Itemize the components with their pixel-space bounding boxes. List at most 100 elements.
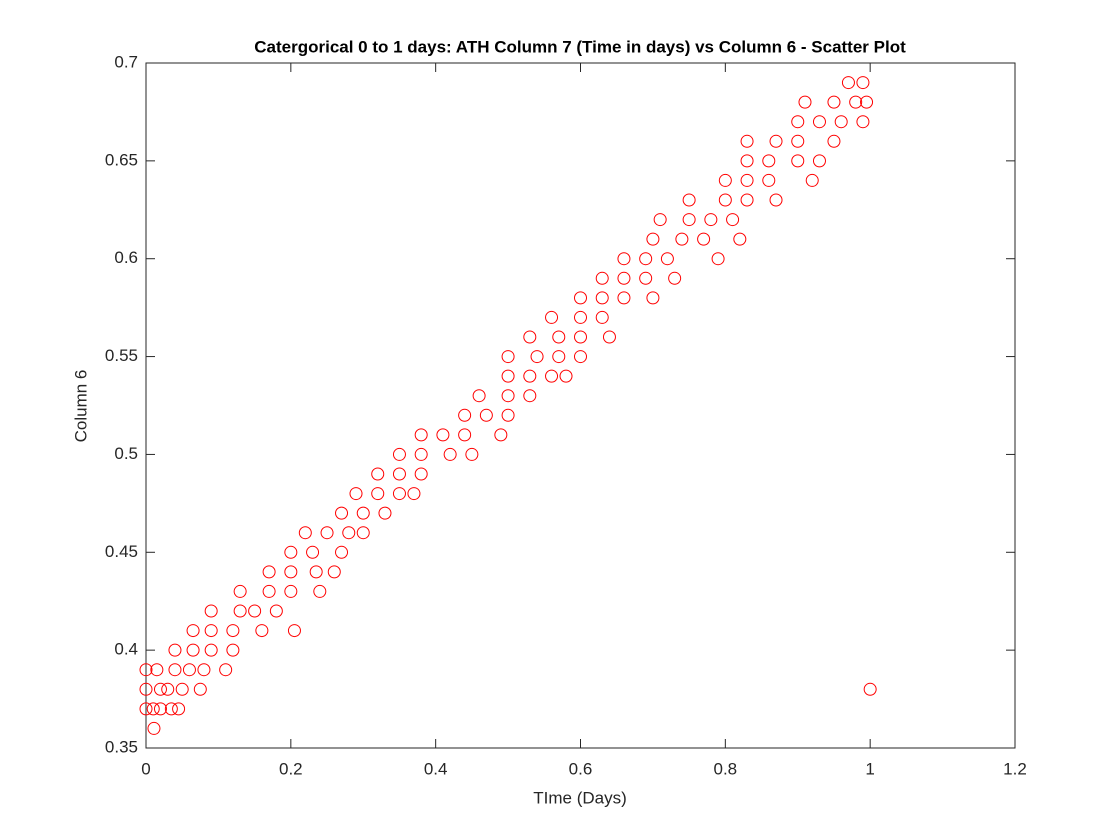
scatter-point xyxy=(248,604,262,618)
y-tick-label: 0.4 xyxy=(114,640,138,659)
x-axis-label: TIme (Days) xyxy=(533,788,627,807)
scatter-point xyxy=(523,369,537,383)
scatter-point xyxy=(841,76,855,90)
scatter-point xyxy=(335,545,349,559)
scatter-point xyxy=(164,702,178,716)
scatter-point xyxy=(552,350,566,364)
scatter-point xyxy=(262,565,276,579)
x-tick-label: 0.4 xyxy=(424,759,448,778)
scatter-point xyxy=(139,663,153,677)
scatter-point xyxy=(153,702,167,716)
scatter-point xyxy=(414,447,428,461)
scatter-point xyxy=(805,173,819,187)
scatter-point xyxy=(287,624,301,638)
scatter-point xyxy=(378,506,392,520)
x-tick-label: 0.2 xyxy=(279,759,303,778)
scatter-point xyxy=(197,663,211,677)
scatter-point xyxy=(791,115,805,129)
scatter-point xyxy=(298,526,312,540)
scatter-point xyxy=(153,682,167,696)
scatter-point xyxy=(762,173,776,187)
scatter-point xyxy=(501,408,515,422)
scatter-point xyxy=(827,95,841,109)
x-tick-label: 0.6 xyxy=(569,759,593,778)
scatter-point xyxy=(718,173,732,187)
scatter-point xyxy=(284,545,298,559)
scatter-point xyxy=(479,408,493,422)
scatter-point xyxy=(407,487,421,501)
scatter-point xyxy=(313,584,327,598)
scatter-point xyxy=(574,330,587,344)
scatter-point xyxy=(436,428,450,442)
scatter-point xyxy=(193,682,207,696)
scatter-point xyxy=(711,252,725,266)
scatter-point xyxy=(740,134,754,148)
scatter-point xyxy=(284,584,298,598)
scatter-point xyxy=(472,389,486,403)
scatter-point xyxy=(682,213,696,227)
scatter-point xyxy=(791,154,805,168)
scatter-point xyxy=(501,389,515,403)
scatter-point xyxy=(856,115,870,129)
scatter-point xyxy=(371,467,385,481)
chart-title: Catergorical 0 to 1 days: ATH Column 7 (… xyxy=(254,37,906,56)
scatter-point xyxy=(559,369,573,383)
scatter-point xyxy=(718,193,732,207)
scatter-point xyxy=(812,154,826,168)
scatter-point xyxy=(161,682,175,696)
scatter-point xyxy=(733,232,747,246)
scatter-point xyxy=(458,428,472,442)
scatter-point xyxy=(349,487,363,501)
scatter-point xyxy=(602,330,616,344)
scatter-point xyxy=(172,702,186,716)
y-tick-label: 0.7 xyxy=(114,52,138,71)
scatter-point xyxy=(392,487,406,501)
scatter-point xyxy=(653,213,667,227)
scatter-point xyxy=(726,213,740,227)
scatter-point xyxy=(523,330,537,344)
scatter-point xyxy=(740,173,754,187)
scatter-point xyxy=(552,330,566,344)
scatter-point xyxy=(863,682,877,696)
scatter-point xyxy=(523,389,537,403)
scatter-point xyxy=(392,467,406,481)
scatter-point xyxy=(342,526,356,540)
scatter-point xyxy=(849,95,863,109)
scatter-point xyxy=(617,252,631,266)
scatter-point xyxy=(639,271,653,285)
scatter-point xyxy=(255,624,269,638)
scatter-point xyxy=(617,271,631,285)
scatter-point xyxy=(646,232,660,246)
scatter-point xyxy=(168,663,182,677)
y-tick-label: 0.65 xyxy=(105,150,138,169)
scatter-point xyxy=(762,154,776,168)
scatter-point xyxy=(530,350,544,364)
scatter-point xyxy=(660,252,674,266)
scatter-point xyxy=(639,252,653,266)
y-tick-label: 0.6 xyxy=(114,248,138,267)
scatter-point xyxy=(204,624,218,638)
scatter-point xyxy=(219,663,233,677)
y-tick-label: 0.45 xyxy=(105,542,138,561)
x-tick-label: 0.8 xyxy=(714,759,738,778)
scatter-point xyxy=(595,291,609,305)
scatter-point xyxy=(494,428,508,442)
scatter-point xyxy=(791,134,805,148)
scatter-point xyxy=(309,565,323,579)
scatter-point xyxy=(168,643,182,657)
scatter-point xyxy=(262,584,276,598)
scatter-point xyxy=(545,369,559,383)
scatter-point xyxy=(150,663,164,677)
scatter-point xyxy=(501,350,515,364)
scatter-point xyxy=(545,310,559,324)
scatter-point xyxy=(139,702,153,716)
scatter-point xyxy=(595,310,609,324)
scatter-point xyxy=(646,291,660,305)
scatter-point xyxy=(675,232,689,246)
scatter-point xyxy=(704,213,718,227)
scatter-point xyxy=(335,506,349,520)
scatter-point xyxy=(595,271,609,285)
